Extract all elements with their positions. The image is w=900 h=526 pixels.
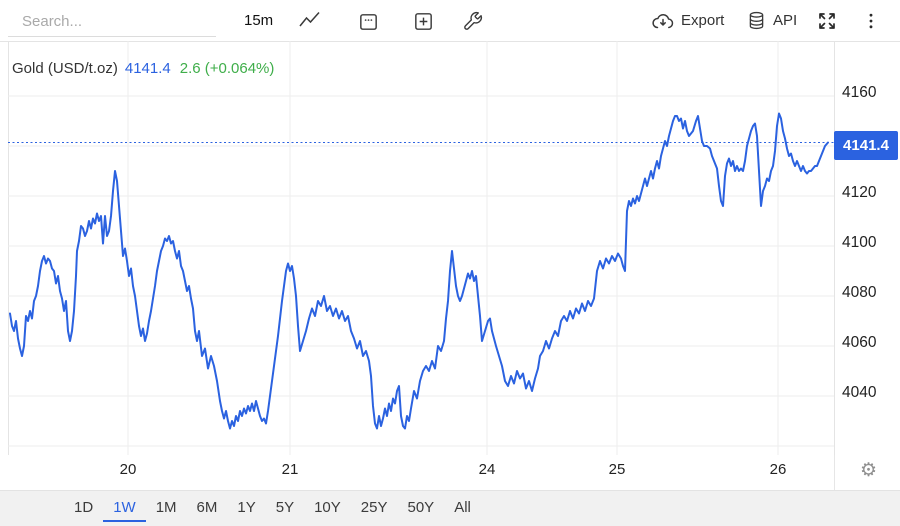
range-bar: 1D 1W 1M 6M 1Y 5Y 10Y 25Y 50Y All: [0, 490, 900, 526]
range-1w[interactable]: 1W: [103, 494, 146, 522]
y-axis-label: 4100: [842, 234, 877, 251]
range-6m[interactable]: 6M: [187, 494, 228, 522]
more-menu-button[interactable]: [858, 8, 884, 34]
interval-selector[interactable]: 15m: [244, 12, 274, 29]
y-axis-label: 4040: [842, 384, 877, 401]
x-axis-label: 25: [608, 461, 626, 478]
range-1y[interactable]: 1Y: [227, 494, 265, 522]
chart-legend: Gold (USD/t.oz) 4141.4 2.6 (+0.064%): [12, 60, 274, 77]
api-button[interactable]: API: [746, 0, 797, 41]
wrench-icon: [464, 11, 483, 30]
x-axis-label: 26: [769, 461, 787, 478]
api-label: API: [773, 12, 798, 29]
y-axis-label: 4160: [842, 84, 877, 101]
top-toolbar: 15m Export API: [0, 0, 900, 41]
range-10y[interactable]: 10Y: [304, 494, 351, 522]
calendar-button[interactable]: [355, 8, 381, 34]
range-all[interactable]: All: [444, 494, 481, 522]
y-axis-label: 4080: [842, 284, 877, 301]
y-axis-label: 4060: [842, 334, 877, 351]
x-axis-label: 24: [478, 461, 496, 478]
search-input[interactable]: [8, 6, 216, 37]
add-indicator-button[interactable]: [410, 8, 436, 34]
range-25y[interactable]: 25Y: [351, 494, 398, 522]
tools-button[interactable]: [460, 8, 486, 34]
plus-square-icon: [414, 12, 432, 30]
range-1d[interactable]: 1D: [64, 494, 103, 522]
cloud-download-icon: [652, 13, 674, 28]
fullscreen-button[interactable]: [814, 8, 840, 34]
price-chart[interactable]: [0, 41, 900, 455]
range-5y[interactable]: 5Y: [266, 494, 304, 522]
range-1m[interactable]: 1M: [146, 494, 187, 522]
line-chart-icon: [299, 11, 320, 27]
expand-icon: [819, 13, 835, 29]
legend-change: 2.6 (+0.064%): [179, 60, 275, 77]
x-axis-label: 20: [119, 461, 137, 478]
kebab-menu-icon: [869, 13, 873, 29]
chart-type-button[interactable]: [297, 8, 323, 34]
range-50y[interactable]: 50Y: [398, 494, 445, 522]
calendar-icon: [359, 13, 377, 30]
export-label: Export: [681, 12, 725, 29]
y-axis-label: 4120: [842, 184, 877, 201]
axis-separator: [834, 455, 835, 490]
x-axis-label: 21: [281, 461, 299, 478]
current-price-badge: 4141.4: [834, 131, 898, 160]
legend-price: 4141.4: [124, 60, 171, 77]
settings-gear-icon[interactable]: ⚙: [860, 460, 878, 481]
database-icon: [749, 11, 764, 30]
export-button[interactable]: Export: [651, 0, 724, 41]
instrument-name: Gold (USD/t.oz): [12, 60, 118, 77]
